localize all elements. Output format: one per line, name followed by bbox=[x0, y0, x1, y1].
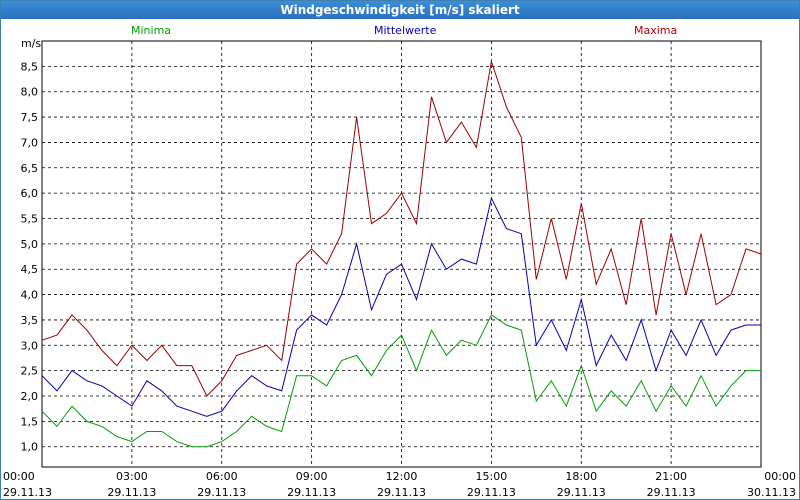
y-tick-label: 7,0 bbox=[21, 136, 39, 149]
y-tick-label: 1,5 bbox=[21, 415, 39, 428]
data-lines bbox=[41, 61, 762, 448]
x-tick-time: 00:00 bbox=[764, 470, 796, 483]
x-tick-time: 21:00 bbox=[655, 470, 687, 483]
y-tick-label: 8,5 bbox=[21, 60, 39, 73]
x-tick-time: 06:00 bbox=[206, 470, 238, 483]
x-tick-time: 12:00 bbox=[386, 470, 418, 483]
y-tick-label: 7,5 bbox=[21, 111, 39, 124]
y-tick-label: 5,0 bbox=[21, 238, 39, 251]
x-tick-time: 15:00 bbox=[476, 470, 508, 483]
series-line-mittelwerte bbox=[41, 196, 761, 417]
y-tick-label: 4,0 bbox=[21, 289, 39, 302]
x-tick-time: 18:00 bbox=[565, 470, 597, 483]
y-tick-label: 4,5 bbox=[21, 263, 39, 276]
x-tick-date: 29.11.13 bbox=[107, 486, 156, 499]
y-tick-label: 1,0 bbox=[21, 441, 39, 454]
y-tick-label: 5,5 bbox=[21, 213, 39, 226]
y-tick-label: 6,0 bbox=[21, 187, 39, 200]
y-axis-ticks: 1,0 1,5 2,0 2,5 3,0 3,5 4,0 4,5 5,0 5,5 6,0 6,5 7,0 7… bbox=[21, 60, 39, 453]
x-tick-date: 29.11.13 bbox=[647, 486, 696, 499]
x-tick-date: 29.11.13 bbox=[557, 486, 606, 499]
x-axis-ticks: 00:00 29.11.13 03:00 29.11.13 06:00 29.11.13 0… bbox=[3, 470, 796, 499]
x-tick-date: 29.11.13 bbox=[197, 486, 246, 499]
y-tick-label: 8,0 bbox=[21, 86, 39, 99]
y-tick-label: 6,5 bbox=[21, 162, 39, 175]
y-tick-label: 3,0 bbox=[21, 339, 39, 352]
x-tick-date: 29.11.13 bbox=[287, 486, 336, 499]
x-tick-date: 30.11.13 bbox=[747, 486, 796, 499]
legend-minima: Minima bbox=[131, 24, 171, 37]
wind-speed-chart: 1,0 1,5 2,0 2,5 3,0 3,5 4,0 4,5 5,0 5,5 6,0 6,5 7,0 7… bbox=[3, 24, 796, 499]
window-title: Windgeschwindigkeit [m/s] skaliert bbox=[1, 1, 799, 19]
y-tick-label: 2,5 bbox=[21, 365, 39, 378]
y-tick-label: 2,0 bbox=[21, 390, 39, 403]
legend-mittelwerte: Mittelwerte bbox=[374, 24, 437, 37]
series-line-maxima bbox=[41, 61, 762, 397]
x-tick-date: 29.11.13 bbox=[3, 486, 52, 499]
y-axis-label: m/s bbox=[21, 37, 41, 50]
x-tick-date: 29.11.13 bbox=[467, 486, 516, 499]
x-tick-time: 00:00 bbox=[3, 470, 35, 483]
x-tick-time: 09:00 bbox=[296, 470, 328, 483]
y-tick-label: 3,5 bbox=[21, 314, 39, 327]
x-tick-time: 03:00 bbox=[116, 470, 148, 483]
series-line-minima bbox=[41, 314, 761, 448]
legend-maxima: Maxima bbox=[634, 24, 677, 37]
x-tick-date: 29.11.13 bbox=[377, 486, 426, 499]
grid bbox=[41, 40, 762, 468]
